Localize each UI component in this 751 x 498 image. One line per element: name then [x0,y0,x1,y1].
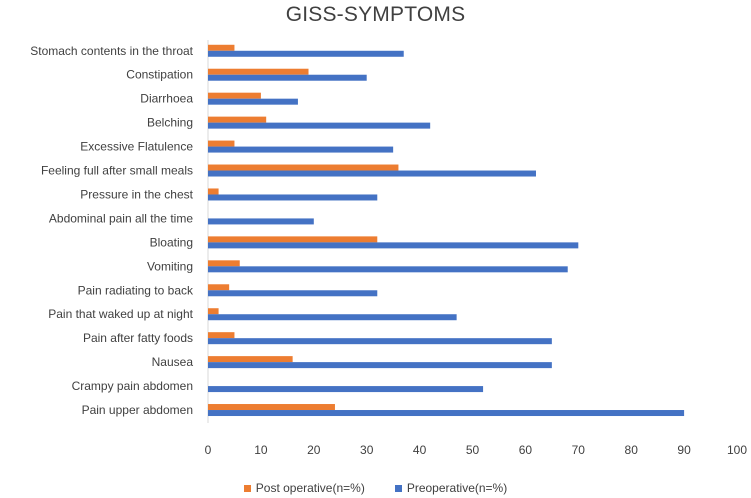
bar-preoperative-feeling-full-after-small-meals [208,170,536,177]
bar-preoperative-constipation [208,74,367,81]
bar-post-operative-pain-after-fatty-foods [208,332,235,339]
y-tick-label-constipation: Constipation [126,68,193,82]
legend-label-post-operative: Post operative(n=%) [255,481,365,495]
bar-preoperative-bloating [208,242,579,249]
bar-preoperative-pain-radiating-to-back [208,290,378,297]
y-tick-label-pain-radiating-to-back: Pain radiating to back [78,283,194,297]
bar-preoperative-diarrhoea [208,98,298,105]
bar-post-operative-constipation [208,68,309,75]
y-tick-label-feeling-full-after-small-meals: Feeling full after small meals [41,164,193,178]
y-tick-label-crampy-pain-abdomen: Crampy pain abdomen [72,379,193,393]
bar-preoperative-crampy-pain-abdomen [208,386,484,393]
bar-post-operative-pressure-in-the-chest [208,188,219,195]
bar-post-operative-belching [208,116,267,123]
bar-post-operative-feeling-full-after-small-meals [208,164,399,171]
legend: Post operative(n=%) Preoperative(n=%) [0,481,751,495]
bar-preoperative-pain-after-fatty-foods [208,338,552,345]
bar-post-operative-pain-that-waked-up-at-night [208,308,219,315]
bar-preoperative-pain-that-waked-up-at-night [208,314,457,321]
y-tick-label-diarrhoea: Diarrhoea [140,92,193,106]
bar-post-operative-nausea [208,356,293,363]
bar-preoperative-belching [208,122,431,129]
bar-post-operative-pain-radiating-to-back [208,284,230,291]
bar-preoperative-nausea [208,362,552,369]
bar-preoperative-abdominal-pain-all-the-time [208,218,314,225]
x-tick-label-100: 100 [727,443,747,457]
y-tick-label-pain-upper-abdomen: Pain upper abdomen [82,403,193,417]
y-tick-label-vomiting: Vomiting [147,259,193,273]
x-tick-label-80: 80 [625,443,639,457]
x-tick-label-20: 20 [307,443,321,457]
y-tick-label-abdominal-pain-all-the-time: Abdominal pain all the time [49,211,193,225]
x-tick-label-90: 90 [677,443,691,457]
y-tick-label-pain-that-waked-up-at-night: Pain that waked up at night [48,307,193,321]
bar-preoperative-vomiting [208,266,568,273]
chart-title: GISS-SYMPTOMS [285,3,466,26]
x-tick-label-0: 0 [205,443,212,457]
bar-post-operative-pain-upper-abdomen [208,404,335,411]
bar-preoperative-pressure-in-the-chest [208,194,378,201]
x-tick-label-50: 50 [466,443,480,457]
x-tick-label-10: 10 [254,443,268,457]
bar-preoperative-stomach-contents-in-the-throat [208,50,404,57]
bar-post-operative-vomiting [208,260,240,267]
legend-item-preoperative: Preoperative(n=%) [394,481,508,495]
bar-post-operative-excessive-flatulence [208,140,235,147]
legend-swatch-preoperative [394,484,402,492]
y-tick-label-pressure-in-the-chest: Pressure in the chest [80,187,193,201]
y-tick-label-pain-after-fatty-foods: Pain after fatty foods [83,331,193,345]
legend-label-preoperative: Preoperative(n=%) [406,481,508,495]
bar-post-operative-bloating [208,236,378,243]
x-tick-label-40: 40 [413,443,427,457]
legend-swatch-post-operative [243,484,251,492]
legend-item-post-operative: Post operative(n=%) [243,481,365,495]
y-tick-label-stomach-contents-in-the-throat: Stomach contents in the throat [30,44,193,58]
bar-post-operative-stomach-contents-in-the-throat [208,44,235,51]
y-tick-label-belching: Belching [147,116,193,130]
x-tick-label-30: 30 [360,443,374,457]
x-tick-label-60: 60 [519,443,533,457]
bar-preoperative-pain-upper-abdomen [208,410,685,417]
y-tick-label-bloating: Bloating [150,235,193,249]
bar-preoperative-excessive-flatulence [208,146,394,153]
y-tick-label-nausea: Nausea [152,355,194,369]
y-tick-label-excessive-flatulence: Excessive Flatulence [80,140,193,154]
x-tick-label-70: 70 [572,443,586,457]
bar-post-operative-diarrhoea [208,92,261,99]
